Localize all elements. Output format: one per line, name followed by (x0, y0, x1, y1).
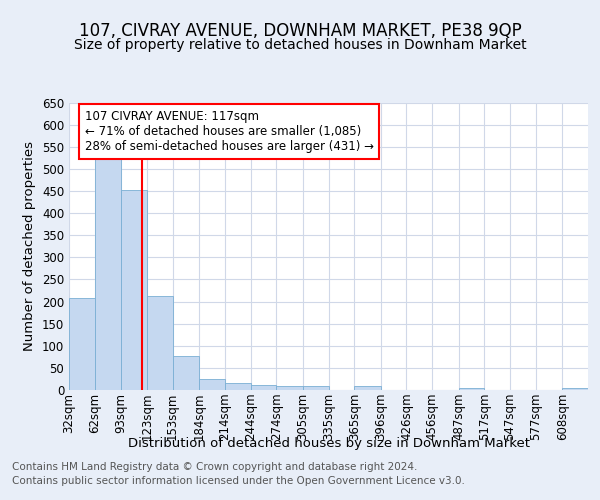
Bar (303, 386, 329, 390)
Text: Size of property relative to detached houses in Downham Market: Size of property relative to detached ho… (74, 38, 526, 52)
Bar (147, 296, 173, 390)
Text: 107, CIVRAY AVENUE, DOWNHAM MARKET, PE38 9QP: 107, CIVRAY AVENUE, DOWNHAM MARKET, PE38… (79, 22, 521, 40)
Text: Distribution of detached houses by size in Downham Market: Distribution of detached houses by size … (128, 438, 530, 450)
Bar (173, 356, 199, 390)
Text: Contains HM Land Registry data © Crown copyright and database right 2024.: Contains HM Land Registry data © Crown c… (12, 462, 418, 472)
Bar (458, 388, 484, 390)
Bar (199, 378, 225, 390)
Text: Contains public sector information licensed under the Open Government Licence v3: Contains public sector information licen… (12, 476, 465, 486)
Y-axis label: Number of detached properties: Number of detached properties (23, 141, 37, 352)
Bar (354, 386, 381, 390)
Bar (251, 384, 276, 390)
Bar (225, 384, 251, 390)
Text: 107 CIVRAY AVENUE: 117sqm
← 71% of detached houses are smaller (1,085)
28% of se: 107 CIVRAY AVENUE: 117sqm ← 71% of detac… (85, 110, 374, 152)
Bar (121, 190, 147, 390)
Bar (69, 298, 95, 390)
Bar (276, 386, 303, 390)
Bar (562, 388, 588, 390)
Bar (95, 154, 121, 390)
